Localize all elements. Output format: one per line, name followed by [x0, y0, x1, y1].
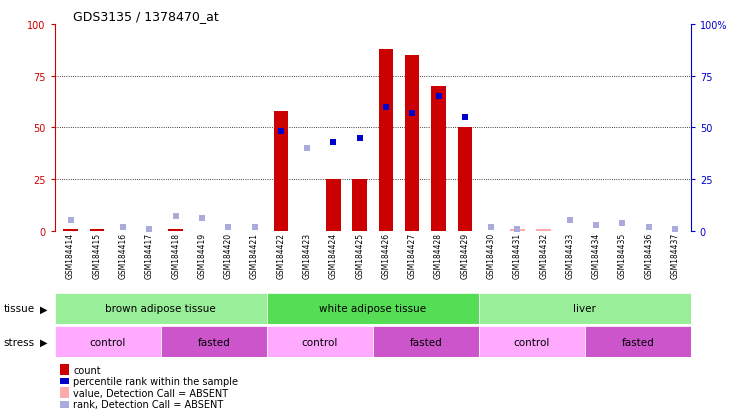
Bar	[161, 326, 267, 357]
Text: ▶: ▶	[40, 337, 48, 347]
Bar	[373, 326, 479, 357]
Bar	[352, 180, 367, 231]
Text: tissue: tissue	[4, 304, 35, 314]
Bar	[267, 326, 373, 357]
Text: GSM184428: GSM184428	[434, 233, 443, 278]
Text: GSM184427: GSM184427	[408, 233, 417, 278]
Text: GSM184429: GSM184429	[461, 233, 469, 278]
Text: GSM184431: GSM184431	[513, 233, 522, 278]
Text: GSM184416: GSM184416	[118, 233, 128, 278]
Bar	[458, 128, 472, 231]
Text: GSM184419: GSM184419	[197, 233, 206, 278]
Text: fasted: fasted	[197, 337, 230, 347]
Text: GDS3135 / 1378470_at: GDS3135 / 1378470_at	[73, 10, 219, 23]
Text: GSM184430: GSM184430	[487, 233, 496, 278]
Text: GSM184433: GSM184433	[565, 233, 575, 278]
Bar	[64, 229, 77, 231]
Bar	[55, 293, 267, 324]
Text: fasted: fasted	[409, 337, 442, 347]
Text: control: control	[302, 337, 338, 347]
Text: GSM184414: GSM184414	[66, 233, 75, 278]
Text: GSM184421: GSM184421	[250, 233, 259, 278]
Text: GSM184422: GSM184422	[276, 233, 285, 278]
Bar	[55, 326, 161, 357]
Bar	[326, 180, 341, 231]
Text: GSM184432: GSM184432	[539, 233, 548, 278]
Bar	[479, 293, 691, 324]
Text: count: count	[73, 365, 101, 375]
Text: GSM184437: GSM184437	[670, 233, 680, 278]
Text: fasted: fasted	[621, 337, 654, 347]
Text: GSM184420: GSM184420	[224, 233, 232, 278]
Text: GSM184424: GSM184424	[329, 233, 338, 278]
Text: percentile rank within the sample: percentile rank within the sample	[73, 376, 238, 386]
Bar	[585, 326, 691, 357]
Bar	[379, 50, 393, 231]
Bar	[405, 56, 420, 231]
Text: brown adipose tissue: brown adipose tissue	[105, 304, 216, 314]
Text: GSM184415: GSM184415	[92, 233, 102, 278]
Text: control: control	[514, 337, 550, 347]
Text: GSM184436: GSM184436	[644, 233, 654, 278]
Text: value, Detection Call = ABSENT: value, Detection Call = ABSENT	[73, 388, 228, 398]
Text: GSM184434: GSM184434	[591, 233, 601, 278]
Text: white adipose tissue: white adipose tissue	[319, 304, 426, 314]
Text: liver: liver	[573, 304, 596, 314]
Text: GSM184418: GSM184418	[171, 233, 181, 278]
Bar	[479, 326, 585, 357]
Text: GSM184423: GSM184423	[303, 233, 311, 278]
Bar	[431, 87, 446, 231]
Bar	[90, 229, 104, 231]
Text: GSM184435: GSM184435	[618, 233, 627, 278]
Text: rank, Detection Call = ABSENT: rank, Detection Call = ABSENT	[73, 399, 224, 409]
Bar	[168, 229, 183, 231]
Text: stress: stress	[4, 337, 35, 347]
Text: ▶: ▶	[40, 304, 48, 314]
Text: GSM184426: GSM184426	[382, 233, 390, 278]
Bar	[510, 229, 525, 231]
Bar	[537, 229, 551, 231]
Text: GSM184425: GSM184425	[355, 233, 364, 278]
Text: control: control	[90, 337, 126, 347]
Bar	[273, 112, 288, 231]
Text: GSM184417: GSM184417	[145, 233, 154, 278]
Bar	[267, 293, 479, 324]
